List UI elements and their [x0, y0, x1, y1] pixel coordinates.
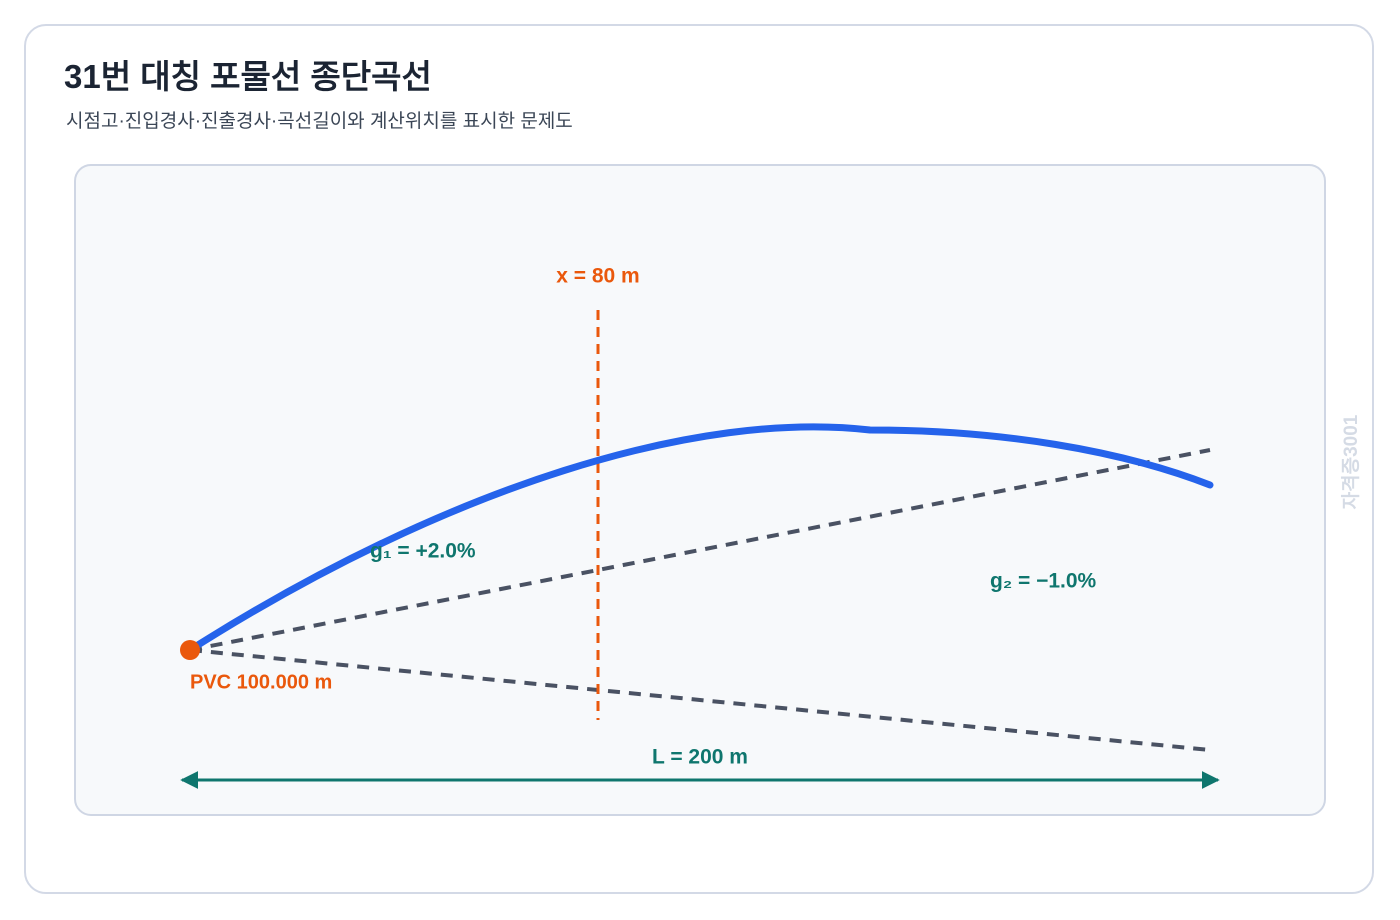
panel — [74, 164, 1326, 816]
length-label: L = 200 m — [652, 746, 748, 769]
pvc-label: PVC 100.000 m — [190, 671, 332, 693]
watermark: 자격증3001 — [1340, 414, 1362, 509]
grade-line-2 — [189, 648, 1211, 752]
vertical-curve — [186, 423, 1214, 654]
g1-label: g₁ = +2.0% — [370, 540, 476, 563]
title: 31번 대칭 포물선 종단곡선 — [64, 58, 432, 95]
x-label: x = 80 m — [556, 265, 639, 288]
subtitle: 시점고·진입경사·진출경사·곡선길이와 계산위치를 표시한 문제도 — [66, 111, 573, 132]
grade-line-1 — [189, 448, 1211, 652]
g2-label: g₂ = −1.0% — [990, 570, 1097, 593]
pvc-point — [180, 640, 200, 660]
